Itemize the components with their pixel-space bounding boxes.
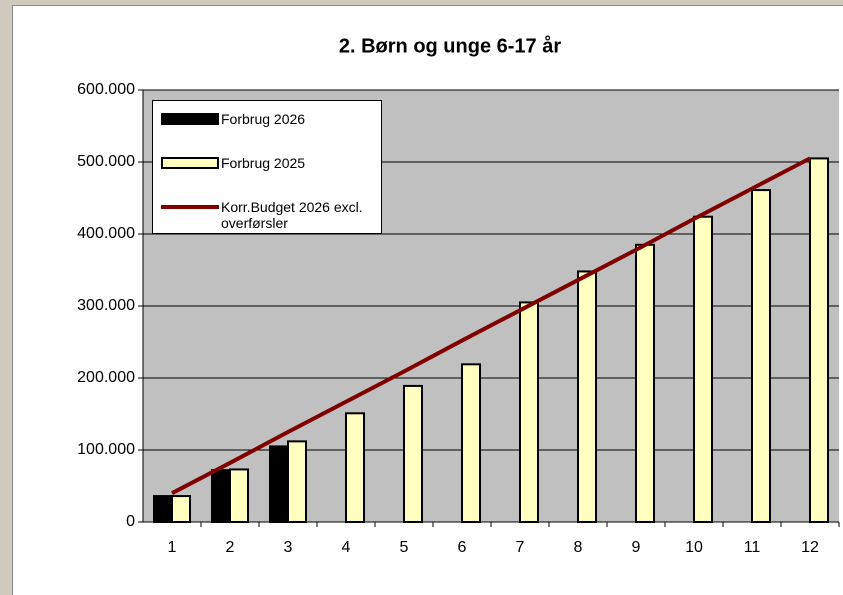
bar xyxy=(171,495,191,523)
bar xyxy=(635,243,655,524)
x-tick-label: 12 xyxy=(801,539,819,556)
bar xyxy=(153,495,173,523)
legend-swatch xyxy=(161,205,219,209)
bar xyxy=(751,189,771,524)
bar xyxy=(345,412,365,523)
x-tick-label: 4 xyxy=(342,539,351,556)
bar xyxy=(577,270,597,523)
x-tick-label: 3 xyxy=(284,539,293,556)
bar xyxy=(693,215,713,523)
legend-label: Forbrug 2026 xyxy=(221,111,306,127)
bar xyxy=(269,445,289,523)
bar xyxy=(519,301,539,523)
legend: Forbrug 2026 Forbrug 2025 Korr.Budget 2026… xyxy=(152,100,382,234)
y-tick-label: 0 xyxy=(126,513,135,530)
legend-item: Korr.Budget 2026 excl. overførsler xyxy=(161,199,366,231)
bar xyxy=(461,363,481,523)
bar xyxy=(287,440,307,523)
x-tick-label: 7 xyxy=(516,539,525,556)
x-tick-label: 9 xyxy=(632,539,641,556)
legend-label: Forbrug 2025 xyxy=(221,155,306,171)
x-tick-label: 8 xyxy=(574,539,583,556)
bar xyxy=(211,469,231,524)
chart-title: 2. Børn og unge 6-17 år xyxy=(339,34,561,57)
bar xyxy=(809,157,829,523)
y-tick-label: 400.000 xyxy=(77,225,135,242)
legend-item: Forbrug 2025 xyxy=(161,155,366,171)
bar xyxy=(229,468,249,524)
x-tick-label: 2 xyxy=(226,539,235,556)
x-tick-label: 10 xyxy=(685,539,703,556)
y-tick-label: 200.000 xyxy=(77,369,135,386)
line xyxy=(171,156,811,495)
legend-label: Korr.Budget 2026 excl. overførsler xyxy=(221,199,363,231)
x-tick-label: 11 xyxy=(744,539,761,556)
legend-swatch xyxy=(161,113,219,125)
y-tick-label: 100.000 xyxy=(77,441,135,458)
legend-swatch xyxy=(161,157,219,169)
y-tick-label: 500.000 xyxy=(77,153,135,170)
bar xyxy=(403,384,423,524)
x-tick-label: 1 xyxy=(168,539,177,556)
x-tick-label: 6 xyxy=(458,539,467,556)
x-tick-label: 5 xyxy=(400,539,409,556)
legend-item: Forbrug 2026 xyxy=(161,111,366,127)
y-tick-label: 300.000 xyxy=(77,297,135,314)
y-tick-label: 600.000 xyxy=(77,81,135,98)
